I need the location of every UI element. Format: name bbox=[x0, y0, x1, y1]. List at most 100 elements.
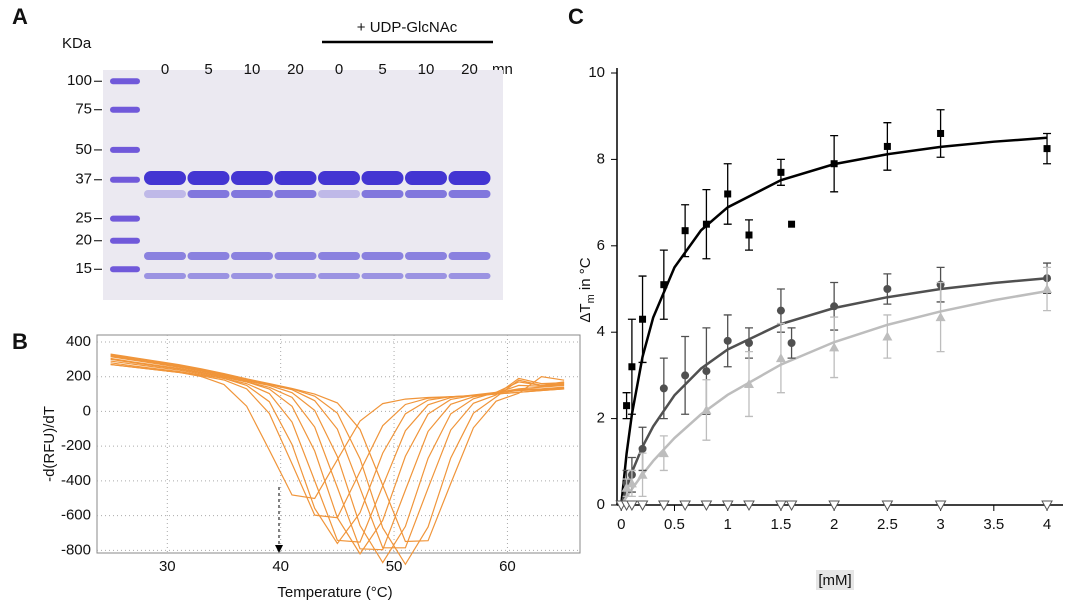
point bbox=[775, 353, 786, 363]
y-tick-label: 4 bbox=[597, 323, 605, 340]
x-tick-label: 2 bbox=[830, 516, 838, 533]
y-tick-label: -200 bbox=[61, 437, 91, 454]
point bbox=[1043, 145, 1051, 153]
point bbox=[1042, 284, 1053, 293]
melt-curve bbox=[110, 354, 565, 566]
gel-band bbox=[187, 171, 230, 185]
gel-band bbox=[361, 252, 404, 260]
point bbox=[679, 500, 691, 512]
y-tick-label: 400 bbox=[66, 333, 91, 350]
point bbox=[743, 500, 755, 512]
marker-band bbox=[110, 176, 140, 183]
point bbox=[621, 482, 632, 492]
y-label-part: in °C bbox=[577, 257, 594, 294]
y-tick-label: 6 bbox=[597, 237, 605, 254]
point bbox=[658, 448, 669, 458]
point bbox=[1041, 500, 1053, 512]
marker-label: 20 bbox=[75, 232, 92, 249]
fit-curve bbox=[620, 276, 1048, 506]
melt-curve bbox=[110, 358, 565, 555]
point bbox=[745, 231, 753, 239]
point bbox=[777, 168, 785, 176]
y-tick-label: 10 bbox=[588, 64, 605, 81]
gel-band bbox=[405, 190, 447, 198]
point bbox=[881, 500, 894, 512]
y-tick-label: -400 bbox=[61, 472, 91, 489]
marker-label: 25 bbox=[75, 210, 92, 227]
marker-label: 100 bbox=[67, 72, 92, 89]
melt-curve bbox=[110, 356, 565, 564]
gel-band bbox=[448, 190, 491, 198]
point bbox=[681, 371, 690, 380]
point bbox=[657, 500, 670, 512]
melt-curve bbox=[110, 355, 565, 549]
point bbox=[637, 469, 648, 479]
point bbox=[788, 220, 796, 228]
gel-band bbox=[144, 190, 186, 198]
point bbox=[775, 500, 787, 512]
marker-label: 37 bbox=[75, 171, 92, 188]
gel-band bbox=[274, 273, 317, 279]
fit-curve bbox=[620, 136, 1048, 506]
point bbox=[638, 444, 647, 453]
marker-band bbox=[110, 78, 140, 85]
y-tick-label: 8 bbox=[597, 150, 605, 167]
x-tick-label: 40 bbox=[272, 558, 289, 575]
x-tick-label: 30 bbox=[159, 558, 176, 575]
marker-band bbox=[110, 146, 140, 153]
lane-label: 0 bbox=[335, 61, 343, 78]
x-label-box bbox=[816, 570, 854, 590]
marker-label: 75 bbox=[75, 101, 92, 118]
marker-band bbox=[110, 266, 140, 273]
x-tick-label: 1.5 bbox=[770, 516, 791, 533]
point bbox=[787, 339, 796, 347]
gel-band bbox=[318, 273, 360, 279]
lane-label: 20 bbox=[287, 61, 304, 78]
marker-label: 50 bbox=[75, 141, 92, 158]
gel-band bbox=[405, 273, 447, 279]
point bbox=[785, 500, 798, 512]
point bbox=[639, 315, 647, 323]
y-tick-label: -600 bbox=[61, 507, 91, 524]
gel-band bbox=[231, 190, 273, 198]
gel-band bbox=[448, 273, 491, 279]
lane-label: 0 bbox=[161, 61, 169, 78]
gel-band bbox=[187, 190, 230, 198]
gel-band bbox=[405, 171, 447, 185]
gel-band bbox=[231, 171, 273, 185]
point bbox=[743, 379, 754, 389]
point bbox=[702, 220, 710, 228]
gel-band bbox=[318, 190, 360, 198]
point bbox=[830, 160, 838, 168]
y-axis-label: -d(RFU)/dT bbox=[41, 406, 58, 482]
treatment-label: + UDP-GlcNAc bbox=[357, 19, 458, 36]
x-tick-label: 50 bbox=[386, 558, 403, 575]
gel-band bbox=[405, 252, 447, 260]
point bbox=[660, 281, 668, 289]
x-tick-label: 3.5 bbox=[983, 516, 1004, 533]
panel-label: B bbox=[12, 329, 28, 354]
marker-band bbox=[110, 106, 140, 113]
y-tick-label: -800 bbox=[61, 541, 91, 558]
point bbox=[935, 312, 946, 322]
point bbox=[681, 227, 689, 235]
y-tick-label: 200 bbox=[66, 368, 91, 385]
lane-label: 10 bbox=[244, 61, 261, 78]
gel-band bbox=[144, 171, 186, 185]
lane-label: 5 bbox=[378, 61, 386, 78]
lane-label: 5 bbox=[204, 61, 212, 78]
panel-label: A bbox=[12, 4, 28, 29]
gel-band bbox=[144, 252, 186, 260]
y-tick-label: 0 bbox=[83, 402, 91, 419]
y-label-sub: m bbox=[585, 294, 597, 303]
panel-label: C bbox=[568, 4, 584, 29]
gel-band bbox=[448, 171, 491, 185]
point bbox=[882, 331, 893, 341]
gel-band bbox=[231, 273, 273, 279]
x-tick-label: 1 bbox=[724, 516, 732, 533]
x-tick-label: 0.5 bbox=[664, 516, 685, 533]
gel-unit: KDa bbox=[62, 35, 92, 52]
point bbox=[776, 306, 785, 315]
point bbox=[934, 500, 947, 512]
point bbox=[626, 500, 638, 512]
